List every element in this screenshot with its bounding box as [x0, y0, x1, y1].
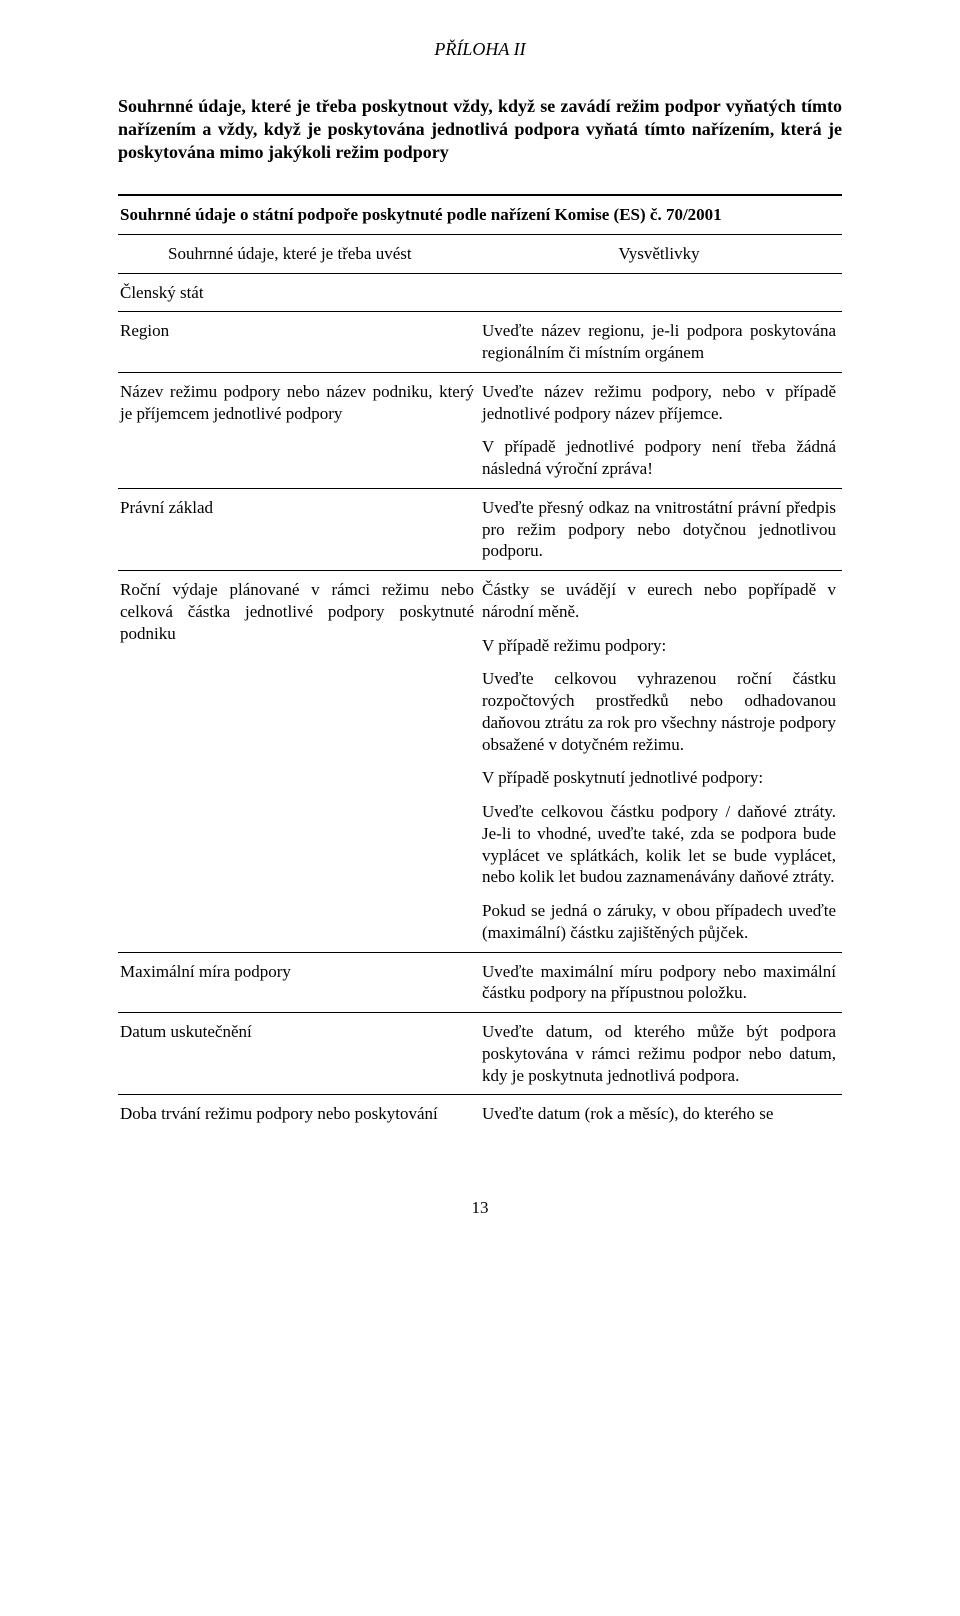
row-right-impl-date: Uveďte datum, od kterého může být podpor…	[480, 1013, 842, 1095]
table-heading: Souhrnné údaje o státní podpoře poskytnu…	[118, 195, 842, 234]
table-row: Roční výdaje plánované v rámci režimu ne…	[118, 571, 842, 953]
page-number: 13	[118, 1197, 842, 1219]
row-right-scheme: Uveďte název režimu podpory, nebo v příp…	[480, 372, 842, 488]
row-right-legal: Uveďte přesný odkaz na vnitrostátní práv…	[480, 488, 842, 570]
row-right-expenditure: Částky se uvádějí v eurech nebo popřípad…	[480, 571, 842, 953]
row-right-duration: Uveďte datum (rok a měsíc), do kterého s…	[480, 1095, 842, 1133]
subheading-left: Souhrnné údaje, které je třeba uvést	[118, 234, 480, 273]
table-row: Region Uveďte název regionu, je-li podpo…	[118, 312, 842, 373]
row-left-legal: Právní základ	[118, 488, 480, 570]
annex-title: PŘÍLOHA II	[118, 38, 842, 61]
row-right-max-intensity: Uveďte maximální míru podpory nebo maxim…	[480, 952, 842, 1013]
cell-paragraph: V případě režimu podpory:	[482, 635, 836, 657]
cell-paragraph: Pokud se jedná o záruky, v obou případec…	[482, 900, 836, 944]
row-left-member-state: Členský stát	[118, 273, 480, 312]
table-row: Název režimu podpory nebo název podniku,…	[118, 372, 842, 488]
cell-paragraph: V případě poskytnutí jednotlivé podpory:	[482, 767, 836, 789]
row-left-duration: Doba trvání režimu podpory nebo poskytov…	[118, 1095, 480, 1133]
page: PŘÍLOHA II Souhrnné údaje, které je třeb…	[0, 0, 960, 1219]
row-left-region: Region	[118, 312, 480, 373]
subheading-right: Vysvětlivky	[480, 234, 842, 273]
cell-paragraph: Uveďte název režimu podpory, nebo v příp…	[482, 381, 836, 425]
cell-paragraph: Uveďte celkovou částku podpory / daňové …	[482, 801, 836, 888]
table-heading-row: Souhrnné údaje o státní podpoře poskytnu…	[118, 195, 842, 234]
intro-paragraph: Souhrnné údaje, které je třeba poskytnou…	[118, 95, 842, 164]
table-row: Doba trvání režimu podpory nebo poskytov…	[118, 1095, 842, 1133]
table-row: Právní základ Uveďte přesný odkaz na vni…	[118, 488, 842, 570]
table-row: Členský stát	[118, 273, 842, 312]
row-left-max-intensity: Maximální míra podpory	[118, 952, 480, 1013]
summary-table: Souhrnné údaje o státní podpoře poskytnu…	[118, 194, 842, 1133]
row-left-impl-date: Datum uskutečnění	[118, 1013, 480, 1095]
table-subheading-row: Souhrnné údaje, které je třeba uvést Vys…	[118, 234, 842, 273]
row-left-expenditure: Roční výdaje plánované v rámci režimu ne…	[118, 571, 480, 953]
row-right-region: Uveďte název regionu, je-li podpora posk…	[480, 312, 842, 373]
cell-paragraph: Částky se uvádějí v eurech nebo popřípad…	[482, 579, 836, 623]
cell-paragraph: Uveďte celkovou vyhrazenou roční částku …	[482, 668, 836, 755]
table-row: Maximální míra podpory Uveďte maximální …	[118, 952, 842, 1013]
cell-paragraph: V případě jednotlivé podpory není třeba …	[482, 436, 836, 480]
row-right-member-state	[480, 273, 842, 312]
table-row: Datum uskutečnění Uveďte datum, od které…	[118, 1013, 842, 1095]
row-left-scheme: Název režimu podpory nebo název podniku,…	[118, 372, 480, 488]
